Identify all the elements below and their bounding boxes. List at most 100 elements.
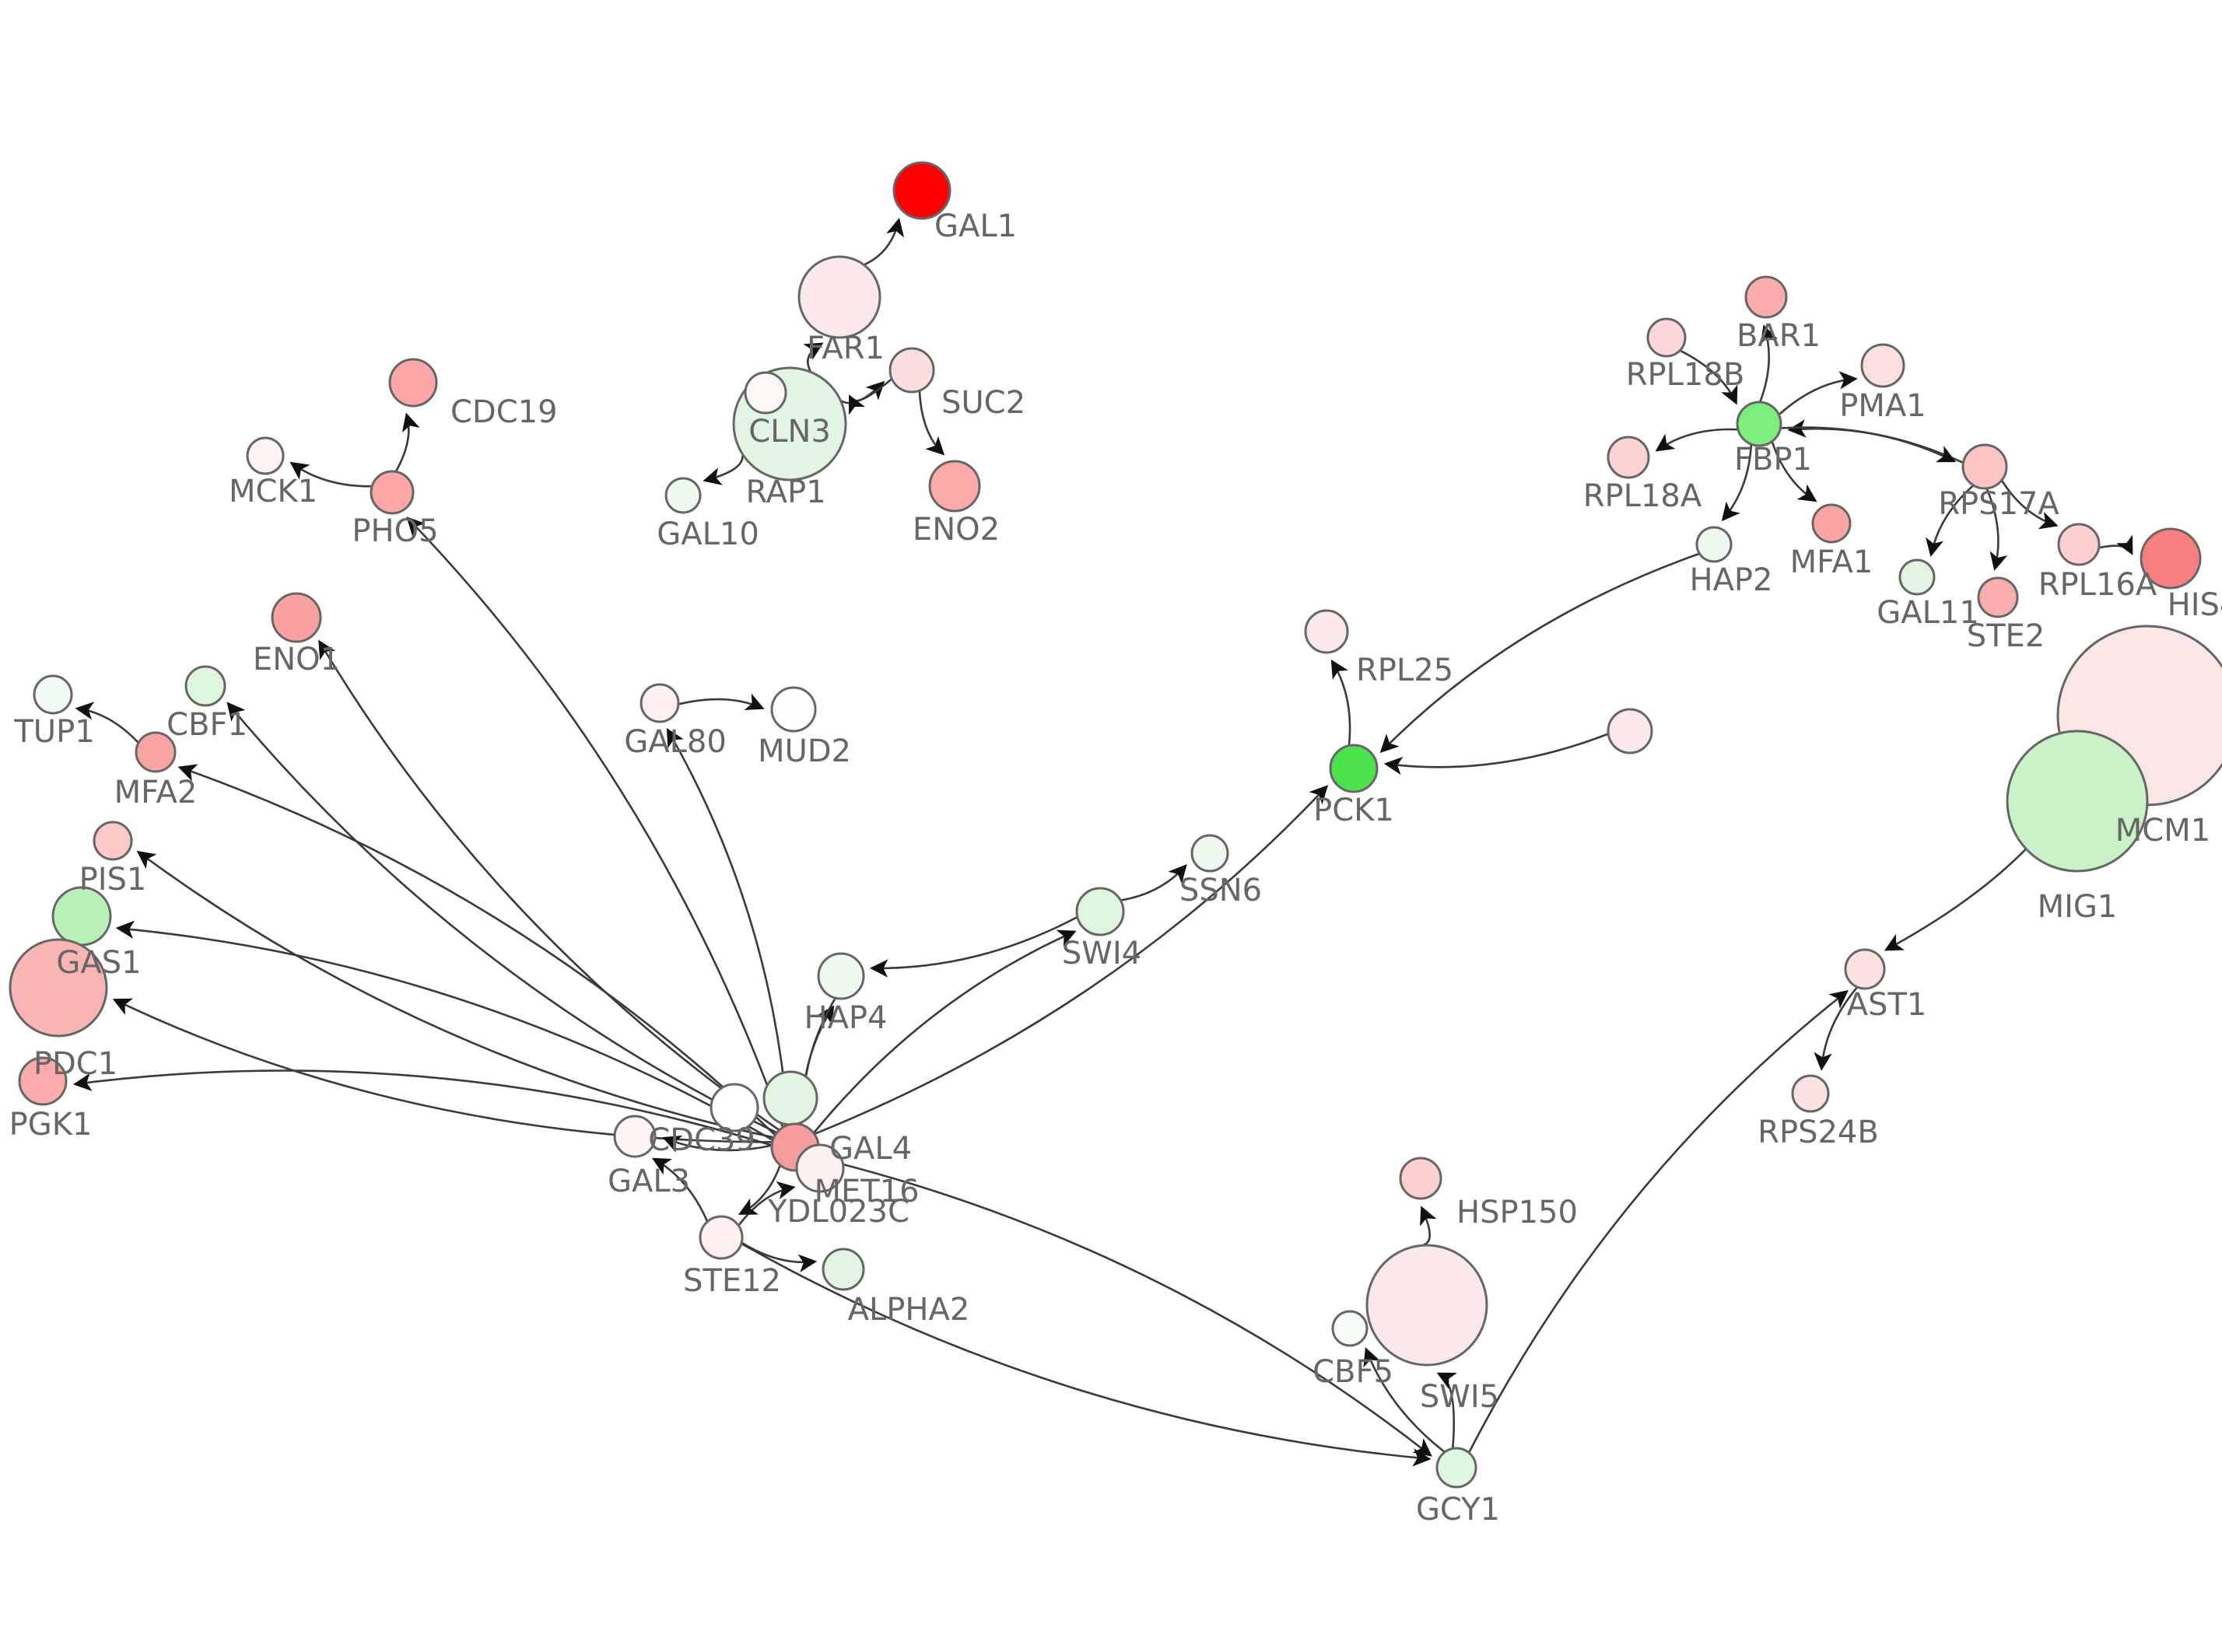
network-node-bar1[interactable] [1744,275,1788,319]
node-label-swi5: SWI5 [1420,1379,1499,1415]
node-label-ssn6: SSN6 [1179,873,1262,908]
node-label-rap1: RAP1 [745,474,825,510]
network-node-cdc19[interactable] [388,358,438,408]
node-label-gal10: GAL10 [657,516,759,552]
node-label-gal11: GAL11 [1877,595,1979,631]
node-label-bar1: BAR1 [1737,318,1821,354]
network-node-alpha2[interactable] [822,1248,865,1291]
network-node-gal10[interactable] [664,477,702,514]
network-node-rap1[interactable] [744,371,787,415]
network-node-mig1[interactable] [2006,730,2149,873]
network-node-swi4[interactable] [1075,887,1125,936]
network-node-pis1[interactable] [93,821,133,861]
node-label-eno1: ENO1 [253,642,340,677]
network-edge [848,378,892,415]
network-node-rps24b[interactable] [1791,1074,1830,1113]
label-layer: GAL1 FAR1 SUC2 ENO2 CLN3 RAP1 GAL10 CDC19 MCK1 PH… [9,208,2222,1528]
node-label-gal1: GAL1 [934,208,1017,244]
network-node-hap4[interactable] [817,952,865,1000]
node-label-swi4: SWI4 [1062,936,1141,971]
network-node-cbf1[interactable] [184,665,226,707]
network-edge [741,1243,1432,1467]
node-label-suc2: SUC2 [941,385,1025,421]
node-label-rpl16a: RPL16A [2038,567,2157,603]
network-edge [1814,986,1858,1071]
node-label-cbf1: CBF1 [166,707,247,743]
network-node-rpl18b[interactable] [1646,317,1687,358]
network-edge [1420,1206,1437,1246]
network-node-tup1[interactable] [33,674,73,715]
network-node-fbp1[interactable] [1736,401,1782,447]
network-edge [1383,733,1608,775]
network-node-mfa1[interactable] [1811,503,1852,544]
node-label-pck1: PCK1 [1313,793,1394,828]
network-edge [115,920,773,1141]
network-edge [1926,485,1974,558]
network-node-cdc39[interactable] [710,1083,759,1132]
network-node-mck1[interactable] [246,436,285,475]
network-node-gal11[interactable] [1898,558,1936,596]
network-node-cbf5[interactable] [1331,1310,1369,1347]
network-edge [703,455,744,485]
network-node-unlabeled[interactable] [1607,708,1653,754]
network-node-his4[interactable] [2140,527,2202,590]
network-node-ste12[interactable] [699,1215,744,1260]
network-edge [2099,534,2133,555]
network-node-pho5[interactable] [370,470,415,515]
node-label-pho5: PHO5 [352,513,438,549]
network-edge [666,728,790,1125]
network-node-ydl023c[interactable] [795,1143,845,1193]
node-label-hap4: HAP4 [804,1000,887,1036]
network-node-gal80[interactable] [640,683,680,723]
network-node-gal1[interactable] [892,161,952,220]
network-edge [1379,552,1699,754]
network-node-suc2[interactable] [888,347,935,394]
network-edge [1468,989,1849,1453]
node-label-tup1: TUP1 [13,714,94,750]
node-layer[interactable] [9,161,2222,1489]
node-label-gal3: GAL3 [608,1164,690,1199]
network-edge [1759,324,1778,402]
edge-layer [72,218,2133,1467]
node-label-ydl023c: YDL023C [767,1194,909,1230]
node-label-ast1: AST1 [1847,987,1927,1023]
node-label-cbf5: CBF5 [1313,1354,1393,1390]
node-label-met16: MET16 [814,1174,919,1209]
network-node-pdc1[interactable] [9,938,108,1038]
network-edge [226,702,777,1134]
network-node-met16[interactable] [762,1070,818,1126]
network-node-ste2[interactable] [1977,576,2019,618]
network-node-gcy1[interactable] [1435,1447,1477,1489]
network-edge [869,916,1078,978]
node-label-pis1: PIS1 [79,862,147,898]
network-node-far1[interactable] [797,255,881,339]
network-node-gal3[interactable] [613,1115,657,1158]
network-node-mfa2[interactable] [135,731,177,773]
node-label-mud2: MUD2 [758,733,851,769]
network-node-ast1[interactable] [1844,948,1886,990]
network-node-pgk1[interactable] [18,1056,68,1106]
network-edge [136,850,773,1139]
network-node-hap2[interactable] [1695,526,1733,563]
network-node-rpl16a[interactable] [2057,523,2101,566]
network-edge [1121,864,1187,901]
network-node-eno1[interactable] [271,592,322,643]
network-edge [651,1157,708,1222]
network-node-swi5[interactable] [1365,1244,1488,1367]
network-node-hsp150[interactable] [1399,1157,1442,1200]
network-edge [112,998,772,1143]
network-node-eno2[interactable] [928,460,981,513]
network-node-pma1[interactable] [1860,343,1905,388]
node-label-gcy1: GCY1 [1416,1492,1500,1528]
network-node-rpl25[interactable] [1304,609,1349,654]
node-label-gal80: GAL80 [624,724,727,760]
network-node-mud2[interactable] [770,686,817,733]
network-node-rps17a[interactable] [1961,443,2008,490]
network-node-pck1[interactable] [1329,744,1379,793]
network-node-ssn6[interactable] [1190,834,1229,873]
network-edge [662,1135,772,1153]
network-node-rpl18a[interactable] [1607,436,1650,479]
network-edge [816,1157,1432,1457]
